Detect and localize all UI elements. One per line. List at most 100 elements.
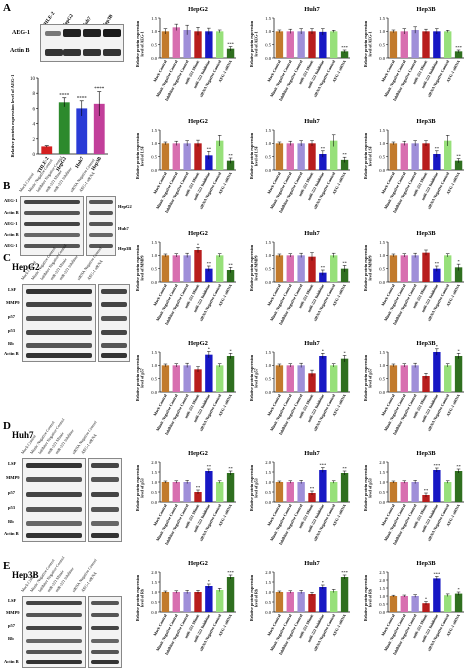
bar [216,31,224,58]
bar [422,143,430,170]
bar [330,482,338,502]
chart-title: Huh7 [304,560,320,567]
significance-label: * [322,580,325,585]
y-axis-label: Relative protein expressionlevel of AEG-… [249,20,259,67]
bar [389,255,398,282]
blot-d-row-rb: Rb [8,519,14,524]
y-tick-label: 2.0 [151,570,157,575]
chart-title: Hep3B [416,118,436,125]
y-tick-label: 2.0 [379,578,385,583]
significance-label: ** [321,146,326,151]
bar [422,376,430,392]
bar-chart: HepG2 0.0 0.5 1.0 1.5 Relative protein expres… [135,230,236,326]
y-axis-label: Relative protein expressionlevel of AEG-… [135,20,145,67]
group-label-hepg2: HepG2 [12,262,40,272]
bar-chart: Huh7 0.0 0.5 1.0 1.5 Relative protein express… [249,230,350,326]
bar [183,482,191,502]
blot-e-row-mmp9: MMP9 [6,610,20,615]
significance-label: *** [341,45,349,50]
bar [308,143,316,170]
y-tick-label: 1.5 [379,240,385,245]
blot-c-row-actb: Actin B [4,351,19,356]
blot-b-row-actb-1: Actin B [4,210,19,215]
y-tick-label: 1.5 [151,350,157,355]
y-tick-label: 1.5 [265,128,271,133]
bar [444,595,452,612]
y-tick-label: 0.0 [379,390,385,395]
bar [340,159,349,170]
blot-e-row-actb: Actin B [4,659,19,664]
y-tick-label: 2.5 [379,570,385,575]
bar [340,51,349,58]
band [91,492,119,497]
bar [389,143,398,170]
band [26,330,92,335]
band [26,316,92,321]
bar [183,143,191,170]
chart-title: Hep3B [416,230,436,237]
bar [400,596,408,612]
blot-b-row-aeg1: AEG-1 [4,198,18,203]
band [26,353,92,358]
bar-chart: HepG2 0.0 0.5 1.0 1.5 Relative protein expres… [135,340,236,436]
y-tick-label: 0.5 [379,42,385,47]
y-tick-label: 4 [33,123,36,128]
blot-b-side-huh7: Huh7 [118,226,129,231]
bar [308,493,316,502]
y-tick-label: 1.0 [151,590,157,595]
y-tick-label: 1.5 [379,586,385,591]
y-tick-label: 6 [33,107,36,112]
band [101,316,127,321]
y-tick-label: 1.0 [379,29,385,34]
bar [194,143,202,170]
bar [172,482,180,502]
bar [444,31,452,58]
bar [194,592,202,612]
band [24,244,80,248]
bar [400,255,408,282]
y-axis-label: Relative protein expressionlevel of p53 [363,464,373,511]
significance-label: *** [433,463,441,468]
y-tick-label: 0.0 [265,500,271,505]
chart-title: HepG2 [188,340,208,347]
bar [194,369,202,392]
blot-c-row-p53: p53 [8,328,16,333]
chart-title: HepG2 [188,230,208,237]
bar-chart: HepG2 0.0 0.5 1.0 1.5 Relative protein expres… [135,6,236,102]
significance-label: ** [342,466,347,471]
y-tick-label: 0.5 [151,376,157,381]
band [26,492,82,497]
y-axis-label: Relative protein expressionlevel of LSF [363,132,373,179]
bar [216,482,224,502]
significance-label: ** [310,486,315,491]
significance-label: ** [435,146,440,151]
bar [330,31,338,58]
bar [444,482,452,502]
y-tick-label: 0.0 [151,500,157,505]
bar [216,590,224,612]
bar [422,603,430,612]
bar [286,592,294,612]
bar [161,365,170,392]
bar [183,592,191,612]
bar [340,577,349,612]
bar [319,356,327,392]
group-label-hep3b: Hep3B [12,570,39,580]
bar [308,373,316,392]
bar [297,482,305,502]
y-tick-label: 1.5 [265,580,271,585]
bar [205,471,213,502]
y-tick-label: 2 [33,138,36,143]
bar [216,255,224,282]
significance-label: ** [435,261,440,266]
y-tick-label: 0.5 [151,600,157,605]
bar-chart: Huh7 0.0 0.5 1.0 1.5 Relative protein express… [249,340,350,436]
blot-d-row-lsf: LSF [8,461,17,466]
panel-letter-c: C [3,252,11,264]
panel-letter-a: A [3,2,11,14]
bar [93,103,105,154]
y-axis-label: Relative protein expressionlevel of p53 [249,464,259,511]
bar [275,143,284,170]
significance-label: *** [341,570,349,575]
band [91,660,119,664]
